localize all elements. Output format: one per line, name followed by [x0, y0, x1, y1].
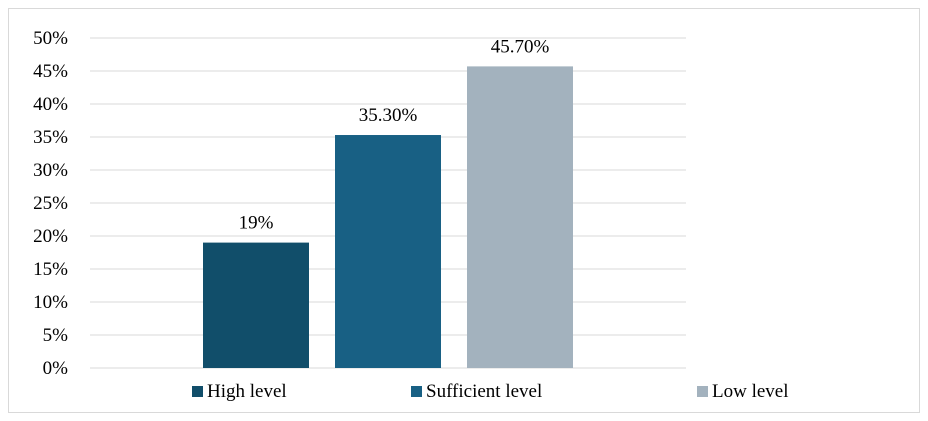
- legend-swatch: [411, 386, 422, 397]
- legend-swatch: [192, 386, 203, 397]
- bars: [203, 66, 573, 368]
- y-tick-label: 45%: [33, 61, 68, 82]
- data-label: 35.30%: [359, 105, 418, 126]
- y-axis-tick-labels: 0% 5% 10% 15% 20% 25% 30% 35% 40% 45% 50%: [33, 28, 68, 379]
- y-tick-label: 0%: [43, 358, 69, 379]
- legend-label: Low level: [712, 381, 789, 402]
- y-tick-label: 35%: [33, 127, 68, 148]
- y-tick-label: 20%: [33, 226, 68, 247]
- data-label: 19%: [239, 213, 274, 234]
- legend-label: High level: [207, 381, 287, 402]
- grid-lines: [90, 37, 686, 369]
- y-tick-label: 25%: [33, 193, 68, 214]
- data-labels: 19% 35.30% 45.70%: [239, 36, 550, 233]
- y-tick-label: 30%: [33, 160, 68, 181]
- y-tick-label: 40%: [33, 94, 68, 115]
- y-tick-label: 5%: [43, 325, 69, 346]
- y-tick-label: 15%: [33, 259, 68, 280]
- legend-label: Sufficient level: [426, 381, 542, 402]
- bar-low-level: [467, 66, 573, 368]
- data-label: 45.70%: [491, 36, 550, 57]
- bar-sufficient-level: [335, 135, 441, 368]
- y-tick-label: 50%: [33, 28, 68, 49]
- y-tick-label: 10%: [33, 292, 68, 313]
- legend: High level Sufficient level Low level: [192, 381, 789, 402]
- legend-swatch: [697, 386, 708, 397]
- chart-frame: [8, 8, 920, 413]
- bar-high-level: [203, 242, 309, 368]
